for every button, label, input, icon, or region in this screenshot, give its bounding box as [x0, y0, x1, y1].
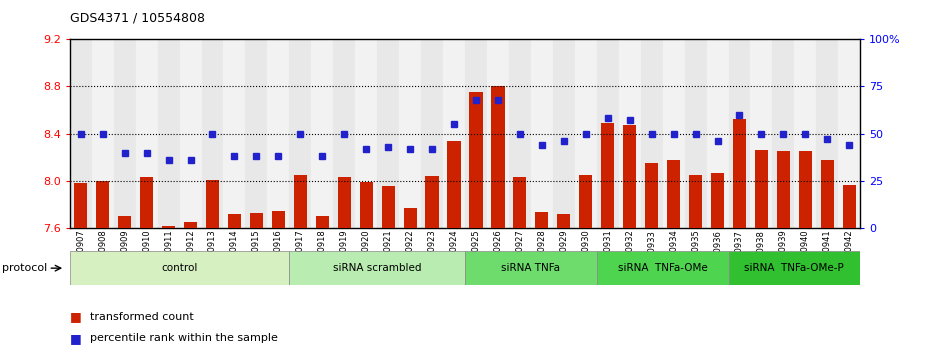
Bar [531, 39, 552, 228]
Bar [799, 152, 812, 228]
Bar [113, 39, 136, 228]
Bar [597, 39, 618, 228]
Bar [289, 39, 312, 228]
Bar [777, 152, 790, 228]
Bar [312, 39, 333, 228]
Bar [157, 39, 179, 228]
Bar [162, 226, 175, 228]
Bar [513, 177, 526, 228]
Bar [618, 39, 641, 228]
Bar [755, 150, 768, 228]
Bar [92, 39, 113, 228]
Bar [509, 39, 531, 228]
Bar [74, 183, 87, 228]
Bar [773, 39, 794, 228]
Bar [184, 222, 197, 228]
Bar [70, 251, 289, 285]
Bar [843, 184, 856, 228]
Bar [733, 119, 746, 228]
Bar [601, 123, 615, 228]
Bar [70, 39, 92, 228]
Bar [223, 39, 246, 228]
Bar [820, 160, 834, 228]
Bar [817, 39, 838, 228]
Bar [645, 163, 658, 228]
Bar [641, 39, 662, 228]
Bar [338, 177, 351, 228]
Text: protocol: protocol [2, 263, 47, 273]
Bar [443, 39, 465, 228]
Bar [202, 39, 223, 228]
Bar [579, 175, 592, 228]
Bar [136, 39, 157, 228]
Text: percentile rank within the sample: percentile rank within the sample [90, 333, 278, 343]
Bar [684, 39, 707, 228]
Bar [728, 39, 751, 228]
Bar [333, 39, 355, 228]
Text: transformed count: transformed count [90, 312, 194, 322]
Bar [404, 208, 417, 228]
Bar [487, 39, 509, 228]
Bar [425, 176, 439, 228]
Bar [140, 177, 153, 228]
Bar [623, 125, 636, 228]
Bar [250, 213, 263, 228]
Bar [689, 175, 702, 228]
Bar [465, 39, 487, 228]
Text: siRNA  TNFa-OMe: siRNA TNFa-OMe [618, 263, 708, 273]
Bar [272, 211, 285, 228]
Bar [711, 173, 724, 228]
Bar [228, 214, 241, 228]
Text: GDS4371 / 10554808: GDS4371 / 10554808 [70, 12, 205, 25]
Bar [447, 141, 460, 228]
Bar [118, 217, 131, 228]
Text: ■: ■ [70, 332, 82, 344]
Text: siRNA scrambled: siRNA scrambled [333, 263, 421, 273]
Bar [794, 39, 817, 228]
Bar [246, 39, 267, 228]
Bar [575, 39, 597, 228]
Bar [552, 39, 575, 228]
Text: siRNA  TNFa-OMe-P: siRNA TNFa-OMe-P [745, 263, 844, 273]
Bar [294, 175, 307, 228]
Bar [315, 217, 329, 228]
Bar [289, 251, 465, 285]
Bar [421, 39, 443, 228]
Bar [470, 92, 483, 228]
Text: siRNA TNFa: siRNA TNFa [501, 263, 561, 273]
Bar [491, 86, 504, 228]
Bar [557, 214, 570, 228]
Bar [707, 39, 728, 228]
Bar [536, 212, 549, 228]
Text: ■: ■ [70, 310, 82, 323]
Bar [360, 182, 373, 228]
Bar [206, 180, 219, 228]
Bar [378, 39, 399, 228]
Bar [355, 39, 378, 228]
Bar [465, 251, 597, 285]
Bar [662, 39, 684, 228]
Bar [838, 39, 860, 228]
Bar [728, 251, 860, 285]
Bar [96, 181, 109, 228]
Bar [179, 39, 202, 228]
Bar [399, 39, 421, 228]
Text: control: control [161, 263, 198, 273]
Bar [381, 186, 394, 228]
Bar [267, 39, 289, 228]
Bar [597, 251, 728, 285]
Bar [667, 160, 680, 228]
Bar [751, 39, 773, 228]
